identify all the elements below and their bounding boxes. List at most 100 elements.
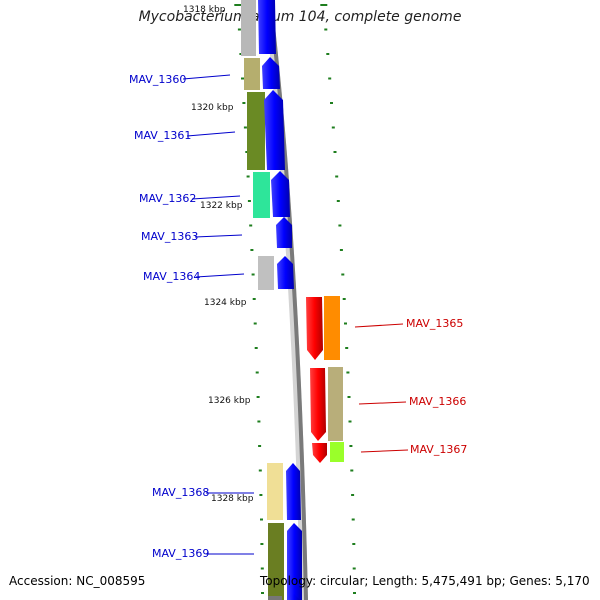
tick-label-1318: 1318 kbp: [183, 5, 226, 15]
cog-box: [330, 442, 344, 462]
gene-arrow-mav-1366[interactable]: [310, 368, 326, 441]
ruler-tick: [245, 151, 249, 153]
gene-arrow-mav-1359[interactable]: [258, 0, 276, 54]
ruler-tick: [336, 200, 340, 202]
cog-box: [267, 463, 283, 520]
ruler-tick: [253, 322, 257, 325]
ruler-tick: [252, 298, 256, 300]
ruler-tick: [351, 494, 355, 496]
ruler-tick: [247, 200, 251, 202]
tick-label-1328: 1328 kbp: [211, 494, 254, 504]
gene-arrow-mav-1361[interactable]: [264, 90, 285, 170]
gene-label-mav-1369[interactable]: MAV_1369: [152, 547, 209, 560]
ruler-tick: [328, 77, 332, 80]
gene-arrow-mav-1367[interactable]: [312, 443, 327, 463]
gene-label-mav-1362[interactable]: MAV_1362: [139, 192, 196, 205]
label-leader: [182, 74, 231, 80]
gene-arrow-mav-1369[interactable]: [287, 523, 302, 600]
ruler-tick: [342, 298, 346, 300]
ruler-tick: [260, 567, 264, 570]
label-leader: [186, 131, 236, 137]
ruler-tick: [338, 224, 342, 227]
ruler-tick: [246, 175, 250, 178]
ruler-tick: [256, 396, 260, 398]
ruler-tick: [353, 592, 356, 594]
ruler-tick: [348, 420, 352, 423]
gene-label-mav-1360[interactable]: MAV_1360: [129, 73, 186, 86]
ruler-tick: [242, 102, 246, 104]
label-leader: [358, 401, 407, 405]
ruler-tick: [243, 126, 247, 129]
gene-label-mav-1363[interactable]: MAV_1363: [141, 230, 198, 243]
ruler-tick: [341, 273, 345, 276]
ruler-tick: [258, 445, 262, 447]
label-leader: [191, 195, 241, 200]
gene-arrow-mav-1365[interactable]: [306, 297, 323, 360]
ruler-tick: [260, 518, 263, 521]
ruler-left: [234, 4, 264, 594]
ruler-tick: [344, 322, 347, 325]
ruler-tick: [330, 102, 333, 104]
gene-arrow-mav-1363[interactable]: [276, 217, 292, 248]
gene-label-mav-1361[interactable]: MAV_1361: [134, 129, 191, 142]
ruler-tick: [351, 518, 355, 521]
ruler-tick: [349, 445, 353, 447]
cog-box: [324, 296, 340, 360]
gene-label-mav-1366[interactable]: MAV_1366: [409, 395, 466, 408]
gene-arrow-mav-1364[interactable]: [277, 256, 294, 289]
ruler-tick: [331, 126, 335, 129]
cog-box: [258, 256, 274, 290]
cog-box: [253, 172, 270, 218]
ruler-tick: [350, 469, 354, 472]
label-leader: [354, 323, 404, 328]
ruler-tick: [237, 28, 241, 31]
ruler-tick: [255, 371, 259, 374]
tick-label-1324: 1324 kbp: [204, 298, 247, 308]
ruler-right: [320, 4, 356, 594]
ruler-tick: [261, 592, 264, 594]
ruler-tick: [346, 371, 350, 374]
ruler-tick: [339, 249, 343, 251]
ruler-tick: [254, 347, 258, 349]
tick-label-1322: 1322 kbp: [200, 201, 243, 211]
label-leader: [195, 273, 245, 278]
gene-arrow-mav-1368[interactable]: [286, 463, 301, 520]
gene-arrow-mav-1362[interactable]: [271, 171, 290, 217]
ruler-tick: [250, 249, 254, 251]
gene-arrow-mav-1370[interactable]: [288, 594, 300, 600]
label-leader: [360, 449, 409, 453]
ruler-tick: [260, 543, 264, 545]
tick-label-1326: 1326 kbp: [208, 396, 251, 406]
cog-box: [241, 0, 256, 56]
tick-label-1320: 1320 kbp: [191, 103, 234, 113]
ruler-tick: [241, 77, 244, 80]
gene-label-mav-1368[interactable]: MAV_1368: [152, 486, 209, 499]
ruler-tick: [335, 175, 339, 178]
gene-label-mav-1367[interactable]: MAV_1367: [410, 443, 467, 456]
ruler-tick: [347, 396, 351, 398]
ruler-tick: [326, 53, 330, 55]
ruler-tick: [251, 273, 255, 276]
gene-label-mav-1365[interactable]: MAV_1365: [406, 317, 463, 330]
map-title: Mycobacterium avium 104, complete genome: [138, 9, 462, 25]
ruler-tick: [257, 420, 261, 423]
ruler-tick: [249, 224, 253, 227]
gene-label-mav-1364[interactable]: MAV_1364: [143, 270, 200, 283]
ruler-tick: [352, 567, 356, 570]
cog-box: [268, 596, 282, 600]
label-leader: [194, 234, 243, 238]
ruler-tick: [352, 543, 356, 545]
ruler-tick: [324, 28, 328, 31]
topology-text: Topology: circular; Length: 5,475,491 bp…: [260, 574, 590, 588]
cog-box: [268, 523, 284, 600]
ruler-tick: [333, 151, 337, 153]
accession-text: Accession: NC_008595: [9, 574, 146, 588]
gene-arrow-mav-1360[interactable]: [262, 57, 280, 89]
cog-box: [328, 367, 343, 441]
ruler-tick: [320, 4, 328, 6]
ruler-tick: [239, 53, 243, 55]
ruler-tick: [345, 347, 349, 349]
ruler-tick: [259, 494, 263, 496]
ruler-tick: [258, 469, 262, 472]
